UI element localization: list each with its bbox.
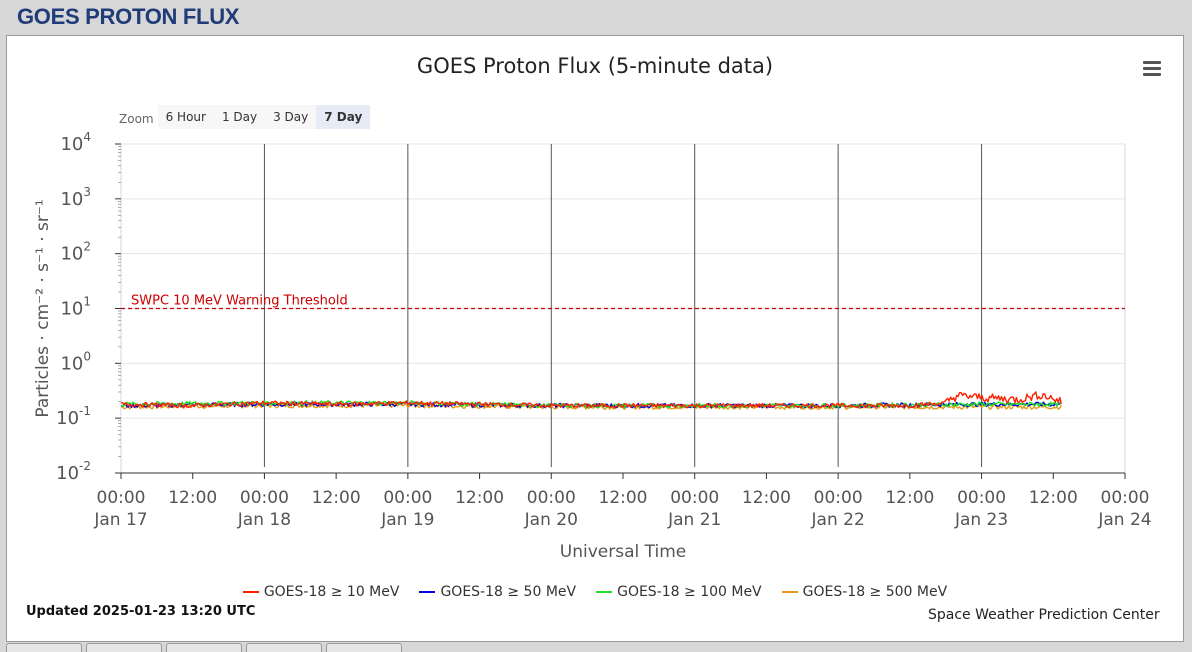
proton-flux-chart: 10-2 10-1 100 101 102 103 104 Particles · cm⁻² …: [33, 130, 1152, 562]
bottom-tab[interactable]: [246, 643, 322, 652]
y-tick-label: 100: [60, 349, 91, 374]
legend-label-50mev: GOES-18 ≥ 50 MeV: [440, 584, 577, 600]
x-tick-label: 12:00: [1029, 488, 1078, 508]
x-axis-label: Universal Time: [560, 542, 686, 562]
x-tick-label: 00:00: [1101, 488, 1150, 508]
x-tick-label: 00:00: [97, 488, 146, 508]
credit-label: Space Weather Prediction Center: [928, 607, 1160, 623]
bottom-tab[interactable]: [86, 643, 162, 652]
legend-label-10mev: GOES-18 ≥ 10 MeV: [263, 584, 400, 600]
legend-swatch-50mev: [419, 591, 436, 593]
y-tick-label: 101: [60, 295, 91, 320]
y-tick-label: 10-1: [56, 404, 91, 429]
series-line-0: [121, 391, 1062, 409]
zoom-bar: Zoom 6 Hour 1 Day 3 Day 7 Day: [119, 105, 371, 129]
legend-item-50mev[interactable]: GOES-18 ≥ 50 MeV: [419, 584, 576, 600]
x-tick-label: 12:00: [455, 488, 504, 508]
y-tick-label: 10-2: [56, 459, 91, 484]
chart-title: GOES Proton Flux (5-minute data): [416, 54, 774, 78]
x-tick-date-label: Jan 17: [93, 510, 147, 530]
legend-label-100mev: GOES-18 ≥ 100 MeV: [617, 584, 762, 600]
bottom-tab[interactable]: [166, 643, 242, 652]
x-tick-label: 00:00: [957, 488, 1006, 508]
x-tick-date-label: Jan 18: [237, 510, 291, 530]
x-tick-label: 12:00: [168, 488, 217, 508]
chart-menu-icon[interactable]: [1143, 61, 1161, 77]
x-tick-label: 00:00: [240, 488, 289, 508]
legend-swatch-500mev: [781, 591, 798, 593]
legend-swatch-100mev: [596, 591, 613, 593]
threshold-label: SWPC 10 MeV Warning Threshold: [131, 294, 348, 309]
page-title: GOES PROTON FLUX: [17, 4, 240, 29]
legend-label-500mev: GOES-18 ≥ 500 MeV: [802, 584, 948, 600]
zoom-label: Zoom: [119, 112, 154, 126]
y-tick-label: 103: [60, 185, 91, 210]
legend-item-100mev[interactable]: GOES-18 ≥ 100 MeV: [596, 584, 762, 600]
chart-panel: GOES Proton Flux (5-minute data) Zoom 6 …: [6, 35, 1184, 642]
x-tick-date-label: Jan 24: [1097, 510, 1151, 530]
y-tick-label: 104: [60, 130, 91, 155]
x-tick-date-label: Jan 22: [811, 510, 865, 530]
chart-legend: GOES-18 ≥ 10 MeV GOES-18 ≥ 50 MeV GOES-1…: [7, 584, 1183, 600]
bottom-tab[interactable]: [6, 643, 82, 652]
zoom-1-day-button[interactable]: 1 Day: [213, 105, 266, 129]
x-tick-label: 00:00: [670, 488, 719, 508]
legend-item-10mev[interactable]: GOES-18 ≥ 10 MeV: [242, 584, 400, 600]
legend-item-500mev[interactable]: GOES-18 ≥ 500 MeV: [781, 584, 948, 600]
x-tick-label: 00:00: [527, 488, 576, 508]
zoom-7-day-button[interactable]: 7 Day: [316, 105, 371, 129]
x-tick-label: 12:00: [885, 488, 934, 508]
zoom-6-hour-button[interactable]: 6 Hour: [157, 105, 214, 129]
page-header: GOES PROTON FLUX: [0, 0, 1192, 34]
bottom-tabs: [6, 643, 406, 652]
x-tick-label: 12:00: [599, 488, 648, 508]
x-tick-date-label: Jan 20: [524, 510, 578, 530]
x-tick-date-label: Jan 23: [954, 510, 1008, 530]
x-tick-label: 00:00: [814, 488, 863, 508]
x-tick-label: 12:00: [742, 488, 791, 508]
y-axis-label: Particles · cm⁻² · s⁻¹ · sr⁻¹: [33, 199, 53, 417]
x-tick-label: 12:00: [312, 488, 361, 508]
zoom-3-day-button[interactable]: 3 Day: [265, 105, 317, 129]
x-tick-date-label: Jan 19: [380, 510, 434, 530]
updated-timestamp: Updated 2025-01-23 13:20 UTC: [26, 604, 256, 619]
bottom-tab[interactable]: [326, 643, 402, 652]
y-tick-label: 102: [60, 240, 91, 265]
legend-swatch-10mev: [242, 591, 259, 593]
x-tick-date-label: Jan 21: [667, 510, 721, 530]
x-tick-label: 00:00: [383, 488, 432, 508]
